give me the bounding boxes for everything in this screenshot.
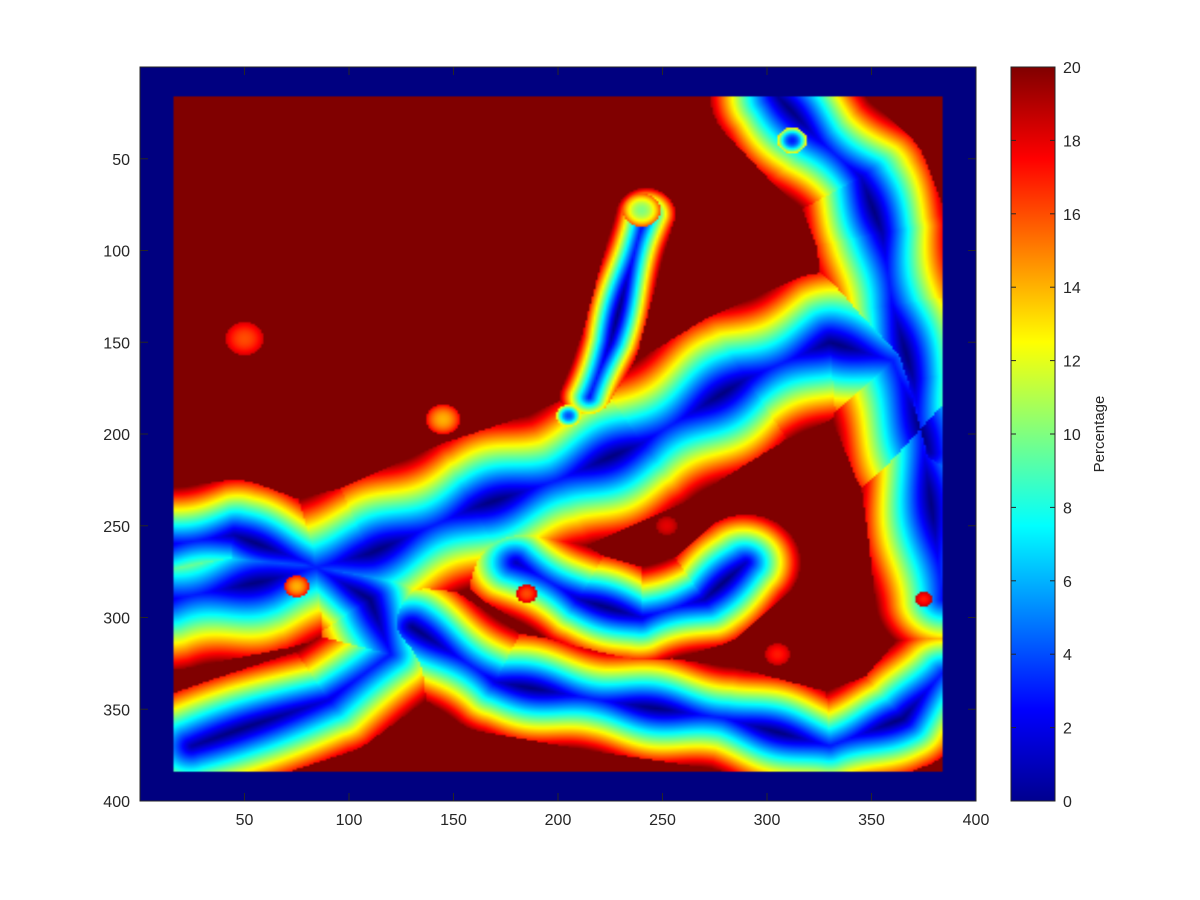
y-tick-label: 250 [103,519,130,536]
colorbar-tick-label: 12 [1063,354,1081,371]
y-tick-label: 350 [103,702,130,719]
colorbar-tick-label: 4 [1063,647,1072,664]
y-tick-label: 400 [103,794,130,811]
y-tick-label: 100 [103,244,130,261]
x-tick-label: 300 [754,812,781,829]
colorbar-label: Percentage [1091,396,1108,473]
x-tick-label: 100 [336,812,363,829]
y-tick-label: 150 [103,335,130,352]
y-tick-label: 200 [103,427,130,444]
colorbar-tick-label: 0 [1063,794,1072,811]
heatmap-image [140,67,976,801]
colorbar-tick-label: 2 [1063,721,1072,738]
colorbar-gradient [1010,66,1056,802]
y-axis: 50 100 150 200 250 300 350 400 [103,152,976,811]
x-axis: 50 100 150 200 250 300 350 400 [236,67,990,829]
x-tick-label: 50 [236,812,254,829]
y-tick-label: 50 [112,152,130,169]
colorbar-tick-label: 18 [1063,133,1081,150]
colorbar-tick-label: 20 [1063,60,1081,77]
x-tick-label: 250 [649,812,676,829]
colorbar-tick-label: 6 [1063,574,1072,591]
colorbar: 0 2 4 6 8 10 12 14 16 18 20 Percentage [1010,60,1108,811]
heatmap-raster [140,67,976,801]
x-tick-label: 150 [440,812,467,829]
colorbar-ticks: 0 2 4 6 8 10 12 14 16 18 20 [1011,60,1081,811]
colorbar-tick-label: 10 [1063,427,1081,444]
colorbar-tick-label: 16 [1063,207,1081,224]
x-tick-label: 400 [963,812,990,829]
colorbar-tick-label: 8 [1063,500,1072,517]
x-tick-label: 200 [545,812,572,829]
colorbar-tick-label: 14 [1063,280,1081,297]
y-tick-label: 300 [103,611,130,628]
x-tick-label: 350 [858,812,885,829]
